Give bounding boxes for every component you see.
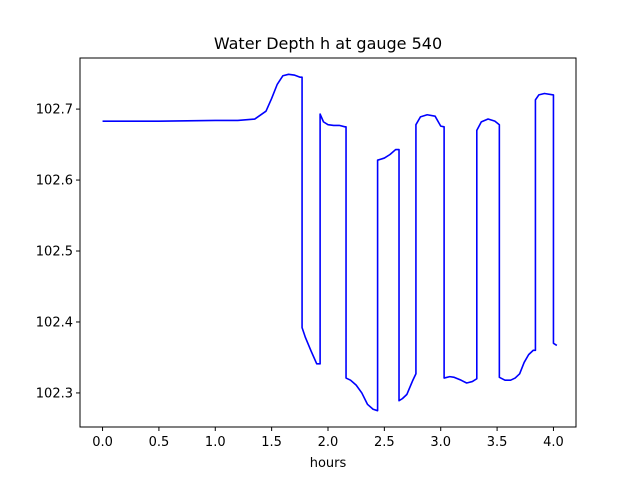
x-axis: 0.0 0.5 1.0 1.5 2.0 2.5 3.0 3.5 4.0	[92, 427, 564, 450]
chart-title: Water Depth h at gauge 540	[214, 34, 442, 53]
y-tick-label: 102.3	[36, 386, 73, 401]
y-tick-label: 102.4	[36, 315, 73, 330]
y-tick-label: 102.7	[36, 103, 73, 118]
x-axis-label: hours	[310, 456, 347, 471]
x-tick-label: 0.5	[149, 435, 170, 450]
x-tick-label: 1.0	[205, 435, 226, 450]
x-tick-label: 1.5	[261, 435, 282, 450]
series-line-0	[102, 73, 558, 412]
x-tick-label: 3.5	[487, 435, 508, 450]
x-tick-label: 0.0	[92, 435, 113, 450]
x-tick-label: 3.0	[430, 435, 451, 450]
x-tick-label: 2.5	[374, 435, 395, 450]
x-tick-label: 4.0	[543, 435, 564, 450]
y-tick-label: 102.5	[36, 245, 73, 260]
y-axis: 102.3 102.4 102.5 102.6 102.7	[36, 103, 80, 401]
y-tick-label: 102.6	[36, 174, 73, 189]
plot-area	[102, 73, 558, 412]
x-tick-label: 2.0	[318, 435, 339, 450]
